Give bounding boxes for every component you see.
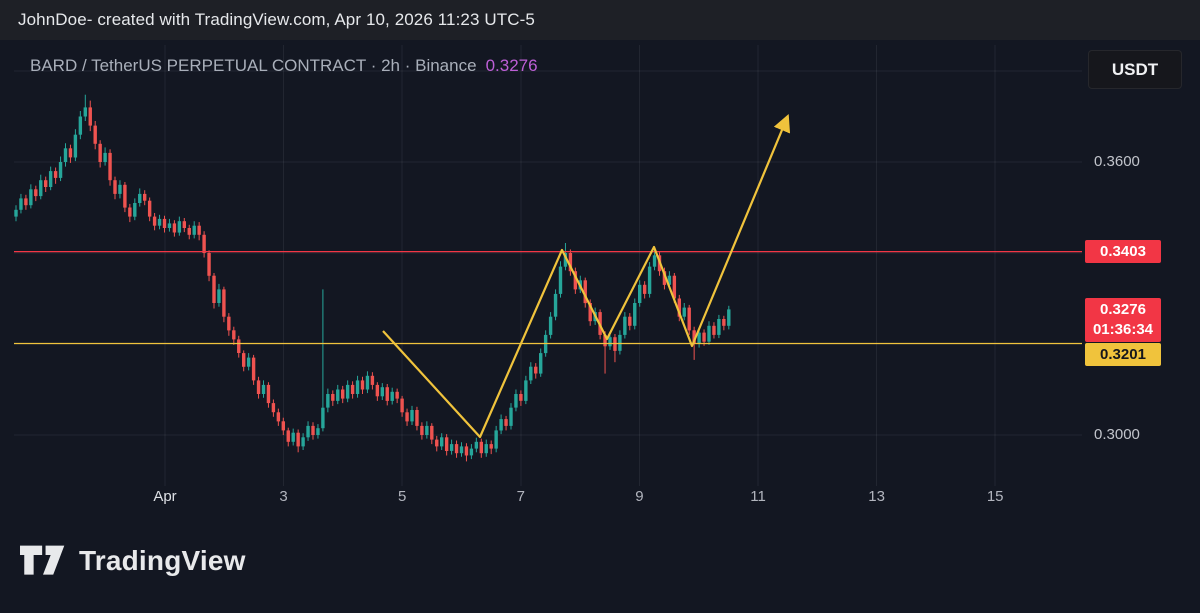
last-price-countdown-label: 0.3276 01:36:34 <box>1085 298 1161 343</box>
support-price-label: 0.3201 <box>1085 343 1161 367</box>
tradingview-logo-icon <box>20 545 65 575</box>
chart-legend: BARD / TetherUS PERPETUAL CONTRACT · 2h … <box>30 56 538 76</box>
price-tick-label: 0.3600 <box>1094 153 1140 170</box>
time-tick-label: 11 <box>750 488 766 505</box>
currency-toggle-button[interactable]: USDT <box>1088 50 1182 89</box>
price-axis[interactable]: 0.3403 0.3276 01:36:34 0.3201 0.3600 0.30… <box>1082 40 1200 500</box>
resistance-price-label: 0.3403 <box>1085 239 1161 263</box>
time-tick-label: 5 <box>398 488 407 505</box>
price-tick-label: 0.3000 <box>1094 426 1140 443</box>
tradingview-brand[interactable]: TradingView <box>20 543 246 579</box>
last-price-value: 0.3276 <box>1100 301 1146 319</box>
time-tick-label: 13 <box>868 488 885 505</box>
time-tick-label: 7 <box>516 488 525 505</box>
time-tick-label: 15 <box>986 488 1004 505</box>
bar-countdown: 01:36:34 <box>1092 321 1154 339</box>
symbol-title: BARD / TetherUS PERPETUAL CONTRACT · 2h … <box>30 56 477 75</box>
time-tick-label: 3 <box>279 488 288 505</box>
attribution-bar: JohnDoe- created with TradingView.com, A… <box>0 0 1200 40</box>
time-tick-label: 9 <box>635 488 644 505</box>
currency-toggle-label: USDT <box>1111 59 1159 79</box>
time-axis[interactable]: Apr 3 5 7 9 11 13 15 <box>0 488 1100 510</box>
attribution-text: JohnDoe- created with TradingView.com, A… <box>18 10 535 29</box>
legend-last-price: 0.3276 <box>485 56 538 75</box>
tradingview-brand-text: TradingView <box>79 545 246 576</box>
time-tick-label: Apr <box>153 488 177 505</box>
